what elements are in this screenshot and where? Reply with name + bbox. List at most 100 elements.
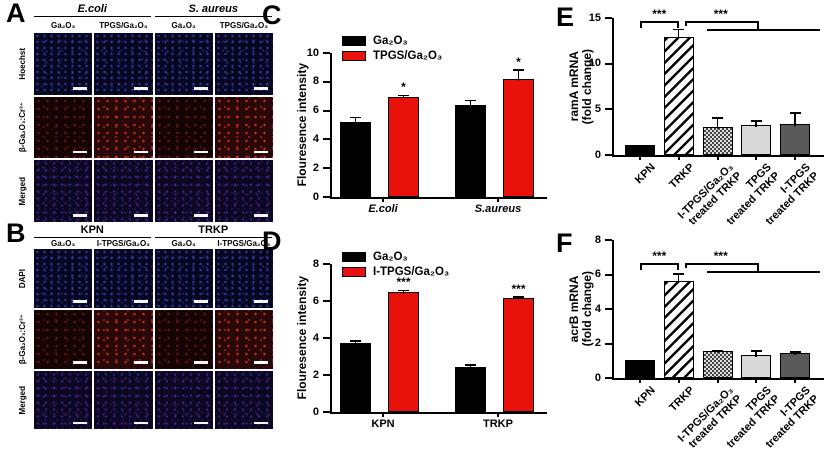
row-label: Hoechst	[14, 33, 30, 95]
row-label: β-Ga₂O₃:Cr³⁺	[14, 310, 30, 369]
x-axis-tick	[677, 378, 680, 383]
significance-bracket	[684, 21, 757, 26]
error-bar-cap	[789, 350, 801, 353]
significance-asterisk: ***	[713, 249, 728, 263]
y-tick-label: 10	[306, 46, 319, 59]
scale-bar	[254, 87, 268, 90]
y-axis-title-text: Flouresence intensity	[295, 63, 309, 187]
y-axis-tick	[605, 17, 612, 19]
significance-asterisk: ***	[511, 281, 526, 296]
scale-bar	[193, 214, 208, 217]
y-tick-label: 6	[312, 104, 319, 117]
x-axis-tick	[755, 155, 757, 160]
significance-asterisk: *	[401, 80, 406, 95]
micrograph-cell	[154, 96, 213, 158]
error-bar-line	[677, 29, 680, 40]
micrograph-cell	[154, 160, 213, 222]
bar	[340, 122, 371, 197]
bar	[388, 291, 419, 412]
row-label-text: Merged	[17, 176, 27, 205]
bar	[702, 351, 733, 378]
scale-bar	[193, 300, 208, 303]
error-bar-line	[402, 290, 405, 294]
error-bar-cap	[673, 272, 684, 275]
significance-bracket-step	[757, 21, 759, 29]
y-axis-tick	[323, 263, 330, 265]
bar	[388, 96, 419, 197]
row-label: β-Ga₂O₃:Cr³⁺	[14, 97, 30, 159]
scale-bar	[133, 361, 148, 364]
y-tick-label: 4	[312, 331, 319, 344]
y-axis-title: Flouresence intensity	[294, 53, 310, 197]
x-axis-tick	[794, 378, 796, 383]
y-tick-label: 2	[312, 161, 319, 174]
scale-bar	[73, 214, 88, 217]
panel-e-label: E	[556, 2, 575, 32]
scale-bar	[254, 421, 268, 425]
error-bar-line	[716, 118, 719, 129]
bar	[663, 37, 694, 155]
legend-label: I-TPGS/Ga₂O₃	[373, 266, 450, 278]
significance-bracket-step	[757, 263, 759, 271]
micrograph-cell	[34, 33, 93, 95]
panel-d: D 0 2 4 6 8 *** KPN *** TRKP Ga₂O₃ I-TPGS/Ga₂O₃ Flo…	[258, 225, 550, 453]
scale-bar	[254, 214, 268, 217]
error-bar-line	[354, 117, 357, 125]
significance-asterisk: ***	[652, 7, 667, 21]
scale-bar	[193, 150, 208, 153]
error-bar-cap	[350, 116, 361, 119]
significance-underline	[706, 271, 820, 273]
panel-a: A E.coli Ga₂O₃ TPGS/Ga₂O₃ S. aureus Ga₂O₃ TPG…	[0, 0, 280, 222]
significance-asterisk: *	[516, 55, 521, 70]
micrograph-cell	[94, 370, 153, 430]
panel-b: B KPN Ga₂O₃ I-TPGS/Ga₂O₃ TRKP Ga₂O₃ I-TPGS/Ga…	[0, 218, 280, 453]
y-axis-tick	[323, 411, 330, 413]
y-axis-title-line: (fold change)	[580, 48, 594, 125]
x-axis-tick	[497, 412, 499, 417]
row-label-text: Merged	[17, 385, 27, 415]
row-label-text: DAPI	[17, 268, 27, 288]
y-axis-tick	[323, 80, 330, 83]
y-axis-title-text: acrB mRNA (fold change)	[567, 271, 594, 346]
category-label: TRKP	[483, 418, 513, 430]
y-axis-tick	[323, 52, 330, 54]
error-bar-cap	[513, 69, 524, 72]
x-axis-tick	[497, 197, 499, 202]
y-tick-label: 4	[312, 132, 319, 145]
scale-bar	[73, 421, 88, 425]
micrograph-cell	[214, 249, 273, 308]
micrograph-cell	[94, 33, 153, 95]
row-label-text: Hoechst	[17, 47, 27, 80]
error-bar-line	[794, 112, 796, 126]
legend-swatch	[342, 36, 366, 46]
legend-swatch	[342, 51, 366, 61]
subcolumn-label: Ga₂O₃	[51, 21, 76, 30]
scale-bar	[193, 421, 208, 425]
subcolumn-label: TPGS/Ga₂O₃	[99, 21, 148, 30]
y-tick-label: 0	[312, 405, 319, 418]
bar	[741, 354, 771, 378]
panel-e: E 0 5 10 15 KPN TRKP I-TPGS/Ga₂O₃ treated TRKP T…	[548, 0, 825, 227]
significance-bracket	[640, 263, 679, 270]
error-bar-line	[469, 365, 472, 369]
scale-bar	[73, 300, 88, 303]
error-bar-cap	[513, 295, 524, 298]
row-label: Merged	[14, 160, 30, 222]
scale-bar	[254, 361, 268, 364]
bar	[455, 366, 486, 412]
bar	[455, 104, 486, 197]
micrograph-cell	[94, 160, 153, 222]
panel-d-label: D	[262, 226, 282, 256]
y-axis-tick	[605, 273, 612, 276]
micrograph-cell	[214, 33, 273, 95]
y-axis-title-text: Flouresence intensity	[295, 276, 309, 400]
scale-bar	[133, 87, 148, 90]
y-axis-tick	[605, 239, 612, 241]
panel-f-label: F	[556, 228, 573, 258]
x-axis-tick	[639, 378, 641, 383]
row-label-text: β-Ga₂O₃:Cr³⁺	[17, 102, 27, 153]
x-axis-tick	[755, 378, 757, 383]
bar	[702, 126, 733, 155]
significance-bracket	[684, 263, 757, 268]
error-bar-line	[517, 296, 520, 301]
